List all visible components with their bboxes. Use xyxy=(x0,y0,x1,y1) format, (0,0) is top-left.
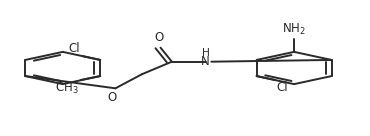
Text: CH$_3$: CH$_3$ xyxy=(55,81,79,96)
Text: Cl: Cl xyxy=(69,42,80,55)
Text: O: O xyxy=(154,31,163,44)
Text: N: N xyxy=(201,55,210,68)
Text: H: H xyxy=(202,48,210,58)
Text: Cl: Cl xyxy=(276,81,288,94)
Text: NH$_2$: NH$_2$ xyxy=(282,22,306,37)
Text: O: O xyxy=(108,91,117,104)
